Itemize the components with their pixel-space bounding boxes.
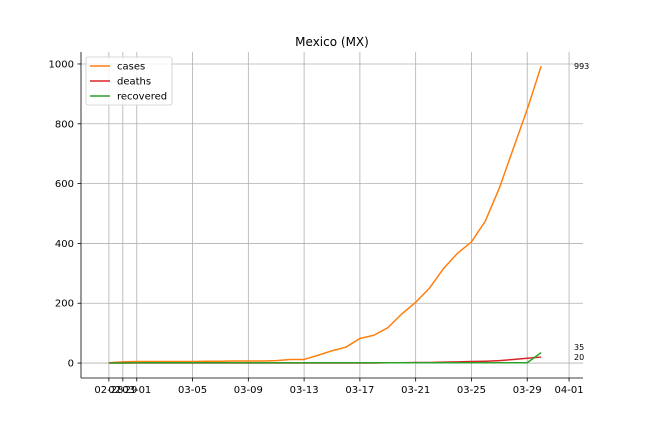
legend: cases deaths recovered xyxy=(85,56,173,106)
chart-title: Mexico (MX) xyxy=(295,35,369,49)
y-tick-label: 800 xyxy=(55,119,74,130)
x-tick-label: 03-13 xyxy=(290,385,319,396)
x-tick-label: 03-25 xyxy=(457,385,486,396)
x-tick-label: 03-09 xyxy=(234,385,263,396)
end-label-deaths: 20 xyxy=(574,353,584,362)
x-tick-label: 02-28 xyxy=(94,385,123,396)
x-tick-label: 03-01 xyxy=(122,385,151,396)
x-tick-label: 04-01 xyxy=(555,385,584,396)
series-line-cases xyxy=(108,65,542,364)
y-tick-label: 600 xyxy=(55,179,74,190)
end-label-recovered: 35 xyxy=(574,343,584,352)
x-tick-label: 03-29 xyxy=(513,385,542,396)
legend-label-cases: cases xyxy=(117,62,145,73)
y-tick-label: 0 xyxy=(68,359,74,370)
x-tick-label: 03-05 xyxy=(178,385,207,396)
x-tick-label: 02-29 xyxy=(108,385,137,396)
x-tick-label: 03-21 xyxy=(401,385,430,396)
end-label-cases: 993 xyxy=(574,62,589,71)
series-lines xyxy=(108,65,542,364)
y-tick-label: 1000 xyxy=(49,59,74,70)
legend-box xyxy=(85,56,173,106)
y-tick-label: 400 xyxy=(55,239,74,250)
series-line-recovered xyxy=(108,351,542,364)
axes xyxy=(77,52,583,382)
x-tick-label: 03-17 xyxy=(345,385,374,396)
y-tick-label: 200 xyxy=(55,299,74,310)
legend-label-recovered: recovered xyxy=(117,92,167,103)
legend-label-deaths: deaths xyxy=(117,77,151,88)
